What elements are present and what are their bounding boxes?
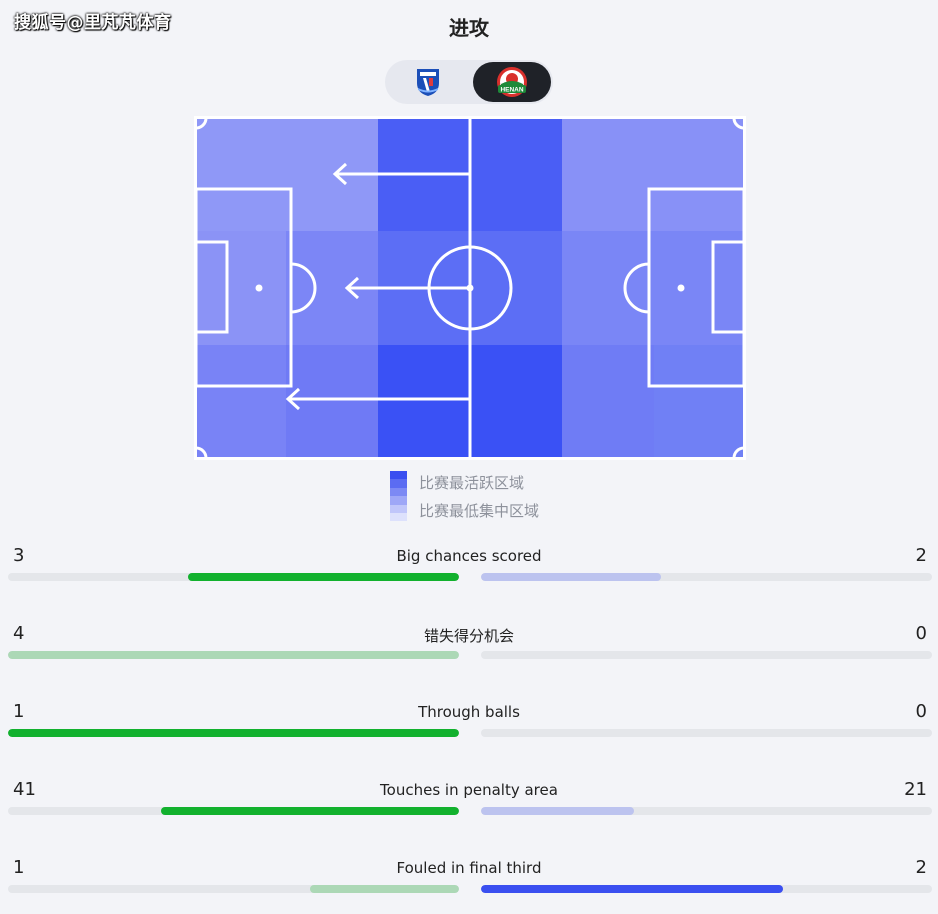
team-toggle: HENAN	[385, 60, 553, 104]
stat-home-value: 1	[13, 857, 25, 878]
stat-away-value: 21	[904, 779, 927, 800]
heatmap-cell	[470, 116, 562, 231]
heatmap-cell	[562, 345, 654, 460]
away-team-button[interactable]: HENAN	[473, 62, 551, 102]
stat-home-fill	[8, 651, 459, 659]
heatmap-cell	[378, 345, 470, 460]
legend-color-scale	[390, 471, 407, 522]
heatmap-cell	[562, 116, 654, 231]
home-team-button[interactable]	[389, 62, 467, 102]
pitch-markings	[194, 116, 746, 460]
heatmap-cell	[194, 116, 286, 231]
legend-swatch	[390, 471, 407, 480]
stat-away-bar	[481, 885, 932, 893]
legend-high-label: 比赛最活跃区域	[419, 474, 525, 492]
attack-heatmap	[194, 116, 746, 460]
stat-home-fill	[310, 885, 459, 893]
legend-swatch	[390, 512, 407, 522]
stat-row: 41 Touches in penalty area 21	[0, 779, 938, 829]
stat-home-value: 1	[13, 701, 25, 722]
stat-label: 错失得分机会	[423, 627, 514, 645]
heatmap-cell	[654, 116, 746, 231]
heatmap-cell	[194, 345, 286, 460]
stat-label: Touches in penalty area	[380, 781, 558, 799]
watermark: 搜狐号@里芃芃体育	[14, 13, 172, 33]
heatmap-cell	[654, 230, 746, 346]
heatmap-cell	[654, 345, 746, 460]
stat-home-value: 41	[13, 779, 36, 800]
section-title: 进攻	[449, 16, 489, 40]
stat-label: Through balls	[418, 703, 520, 721]
legend-low-label: 比赛最低集中区域	[419, 502, 540, 520]
stat-home-bar	[8, 573, 459, 581]
stat-home-fill	[188, 573, 459, 581]
stat-row: 3 Big chances scored 2	[0, 545, 938, 595]
stat-home-bar	[8, 729, 459, 737]
stat-away-value: 0	[915, 623, 927, 644]
stat-home-bar	[8, 651, 459, 659]
henan-crest-icon: HENAN	[497, 67, 527, 97]
stat-home-bar	[8, 885, 459, 893]
heatmap-cell	[470, 345, 562, 460]
stat-home-fill	[8, 729, 459, 737]
stat-away-bar	[481, 729, 932, 737]
attack-direction-arrows	[285, 162, 469, 411]
heatmap-cell	[194, 230, 286, 346]
stat-label: Big chances scored	[396, 547, 542, 565]
stat-home-value: 3	[13, 545, 25, 566]
legend-swatch	[390, 487, 407, 497]
heatmap-cell	[562, 230, 654, 346]
legend-swatch	[390, 504, 407, 513]
stat-home-value: 4	[13, 623, 25, 644]
henan-logo-text: HENAN	[500, 87, 523, 94]
stat-home-bar	[8, 807, 459, 815]
stat-away-fill	[481, 573, 661, 581]
stat-home-fill	[161, 807, 459, 815]
stat-row: 4 错失得分机会 0	[0, 623, 938, 673]
heatmap-cell	[286, 345, 378, 460]
stat-label: Fouled in final third	[396, 859, 542, 877]
stat-away-value: 0	[915, 701, 927, 722]
legend-swatch	[390, 496, 407, 505]
stat-away-bar	[481, 573, 932, 581]
stat-away-bar	[481, 651, 932, 659]
stat-row: 1 Fouled in final third 2	[0, 857, 938, 907]
stat-away-fill	[481, 807, 634, 815]
stat-away-value: 2	[915, 545, 927, 566]
stat-away-fill	[481, 885, 783, 893]
stat-away-value: 2	[915, 857, 927, 878]
stat-row: 1 Through balls 0	[0, 701, 938, 751]
legend-swatch	[390, 479, 407, 488]
stat-away-bar	[481, 807, 932, 815]
shanghai-shenhua-crest-icon	[417, 69, 439, 96]
